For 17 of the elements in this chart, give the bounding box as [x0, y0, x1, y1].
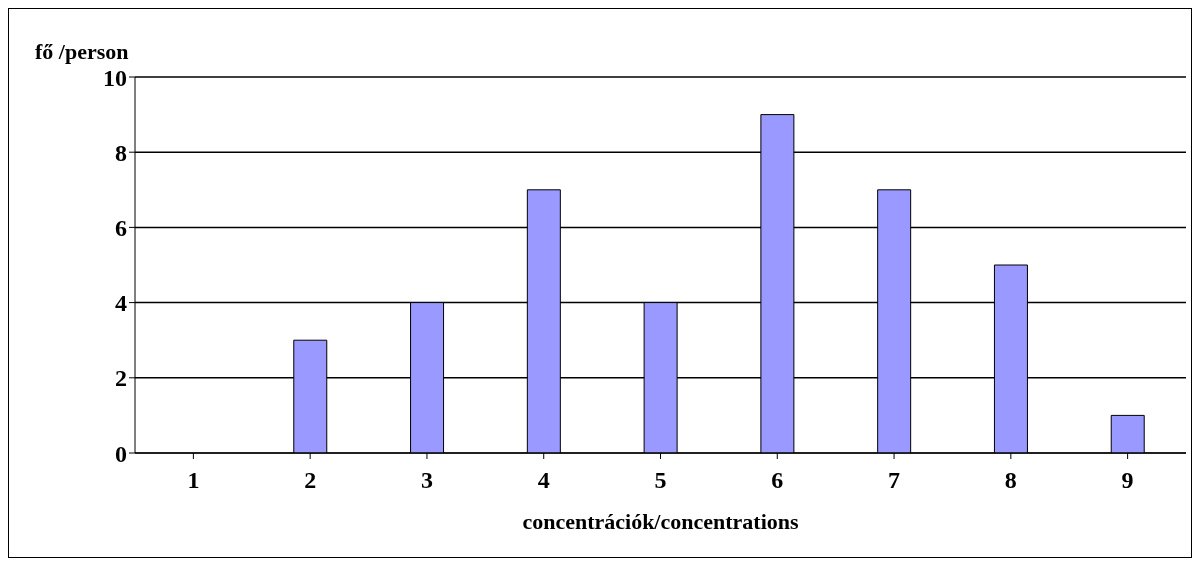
y-tick-label: 4: [115, 290, 127, 317]
x-tick-label: 4: [537, 467, 550, 494]
x-axis-title: concentrációk/concentrations: [521, 509, 800, 535]
x-tick-label: 5: [654, 467, 667, 494]
x-tick-label: 1: [187, 467, 200, 494]
x-tick-label: 3: [420, 467, 433, 494]
x-tick-label: 9: [1121, 467, 1134, 494]
x-tick-label: 6: [771, 467, 784, 494]
y-axis-title: fő /person: [35, 39, 129, 65]
y-tick-label: 6: [115, 214, 127, 241]
x-tick-label: 2: [304, 467, 317, 494]
y-tick-label: 2: [115, 365, 127, 392]
x-tick-label: 8: [1004, 467, 1017, 494]
x-tick-label: 7: [888, 467, 901, 494]
y-tick-label: 8: [115, 139, 127, 166]
y-tick-label: 0: [115, 440, 127, 467]
y-tick-label: 10: [103, 64, 127, 91]
